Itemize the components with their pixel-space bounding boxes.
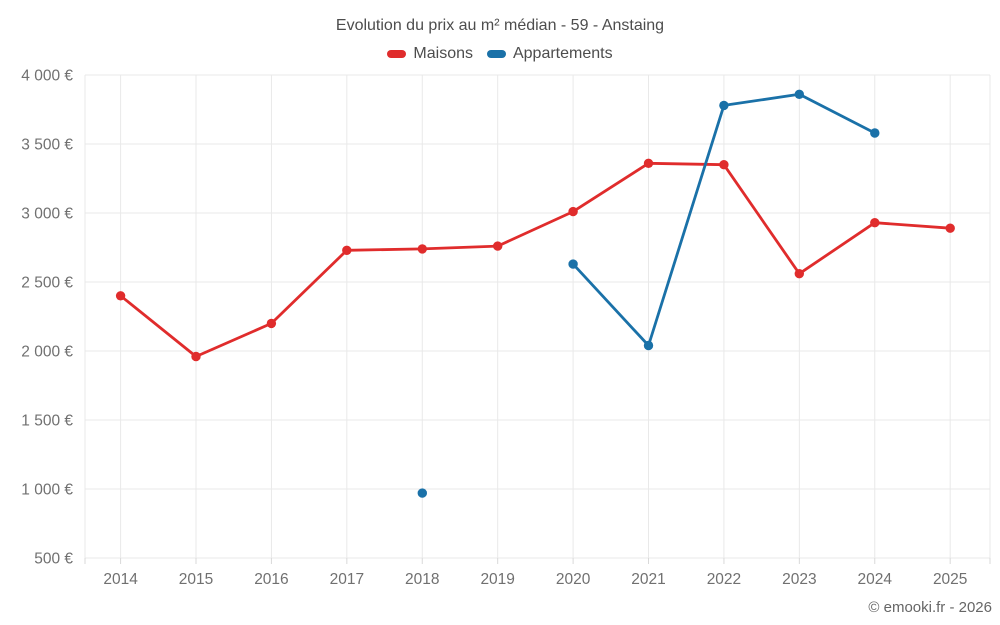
y-tick-label: 4 000 € — [21, 68, 73, 85]
x-tick-label: 2015 — [179, 571, 213, 588]
data-point-maisons-2014[interactable] — [115, 291, 126, 301]
data-point-appartements-2018[interactable] — [417, 488, 427, 498]
legend-swatch-appartements — [486, 50, 506, 58]
legend-label-maisons: Maisons — [413, 45, 473, 62]
chart-legend: Maisons Appartements — [0, 45, 1000, 63]
y-tick-label: 2 500 € — [21, 275, 73, 292]
y-tick-label: 2 000 € — [21, 344, 73, 361]
legend-item-maisons[interactable]: Maisons — [387, 45, 473, 63]
data-point-appartements-2024[interactable] — [870, 128, 880, 138]
x-tick-label: 2022 — [707, 571, 741, 588]
y-tick-label: 3 000 € — [21, 206, 73, 223]
copyright-credit: © emooki.fr - 2026 — [868, 599, 992, 616]
data-point-appartements-2023[interactable] — [794, 89, 804, 100]
data-point-maisons-2021[interactable] — [643, 158, 654, 168]
x-grid-and-labels: 2014 2015 2016 2017 2018 2019 2020 2021 2022 2023… — [84, 75, 991, 588]
data-point-appartements-2022[interactable] — [719, 100, 729, 111]
x-tick-label: 2018 — [405, 571, 439, 588]
data-point-appartements-2021[interactable] — [643, 340, 654, 351]
data-point-maisons-2018[interactable] — [417, 244, 427, 254]
series-line-maisons — [119, 161, 952, 358]
x-tick-label: 2024 — [858, 571, 893, 588]
x-tick-label: 2023 — [782, 571, 816, 588]
data-point-maisons-2015[interactable] — [191, 351, 201, 362]
series-maisons — [115, 158, 955, 362]
legend-label-appartements: Appartements — [512, 45, 613, 62]
y-tick-label: 500 € — [34, 551, 73, 568]
x-tick-label: 2014 — [103, 571, 138, 588]
x-tick-label: 2016 — [254, 571, 288, 588]
legend-swatch-maisons — [387, 50, 407, 58]
legend-item-appartements[interactable]: Appartements — [486, 45, 613, 63]
x-tick-label: 2019 — [480, 571, 514, 588]
chart-title: Evolution du prix au m² médian - 59 - An… — [335, 17, 665, 34]
x-tick-label: 2020 — [556, 571, 591, 588]
data-point-maisons-2024[interactable] — [870, 218, 880, 228]
data-point-maisons-2016[interactable] — [266, 318, 277, 329]
data-point-maisons-2019[interactable] — [493, 241, 503, 251]
series-appartements — [417, 89, 880, 498]
y-tick-label: 1 500 € — [21, 413, 73, 430]
data-point-maisons-2017[interactable] — [342, 245, 352, 255]
x-tick-label: 2025 — [933, 571, 967, 588]
data-point-maisons-2020[interactable] — [568, 206, 578, 217]
y-tick-label: 3 500 € — [21, 137, 73, 154]
data-point-appartements-2020[interactable] — [568, 259, 578, 269]
data-point-maisons-2022[interactable] — [719, 160, 729, 170]
x-tick-label: 2017 — [330, 571, 364, 588]
data-point-maisons-2025[interactable] — [945, 223, 955, 233]
y-tick-label: 1 000 € — [21, 482, 73, 499]
x-tick-label: 2021 — [631, 571, 665, 588]
y-grid-and-labels: 500 € 1 000 € 1 500 € 2 000 € 2 500 € 3 000 €… — [21, 68, 990, 568]
data-point-maisons-2023[interactable] — [794, 269, 804, 279]
